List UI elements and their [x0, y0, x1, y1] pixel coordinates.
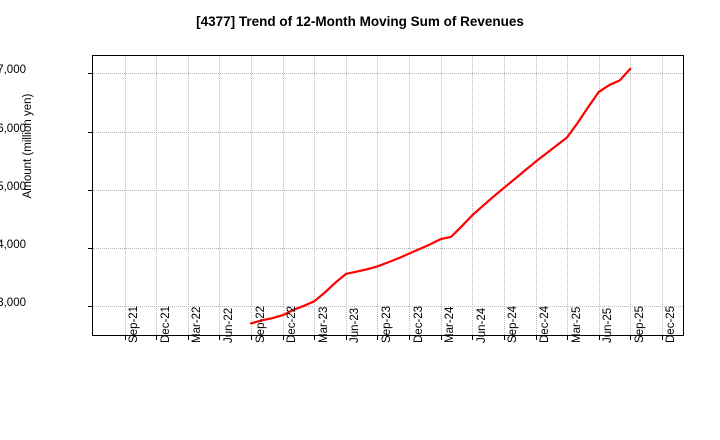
x-gridline [661, 56, 663, 335]
y-tick-label: 6,000 [0, 122, 26, 135]
y-tick-mark [88, 73, 93, 75]
x-gridline [156, 56, 158, 335]
x-tick-mark [567, 335, 569, 340]
x-tick-label: Jun-24 [475, 307, 488, 343]
y-tick-label: 3,000 [0, 296, 26, 309]
x-tick-mark [282, 335, 284, 340]
y-gridline [93, 247, 683, 249]
x-tick-label: Dec-23 [412, 305, 425, 343]
x-tick-mark [345, 335, 347, 340]
x-gridline [282, 56, 284, 335]
x-tick-mark [124, 335, 126, 340]
x-gridline [472, 56, 474, 335]
x-tick-label: Dec-21 [159, 305, 172, 343]
x-tick-mark [535, 335, 537, 340]
series-line [249, 67, 632, 325]
x-tick-mark [187, 335, 189, 340]
y-tick-label: 4,000 [0, 238, 26, 251]
x-gridline [345, 56, 347, 335]
x-tick-label: Mar-24 [444, 306, 457, 343]
y-gridline [93, 131, 683, 133]
x-tick-mark [409, 335, 411, 340]
x-gridline [251, 56, 253, 335]
x-tick-label: Sep-22 [254, 305, 267, 343]
plot-area [88, 55, 684, 340]
x-tick-mark [661, 335, 663, 340]
x-tick-label: Mar-25 [570, 306, 583, 343]
x-gridline [598, 56, 600, 335]
x-tick-mark [156, 335, 158, 340]
x-gridline [535, 56, 537, 335]
x-tick-label: Dec-25 [665, 305, 678, 343]
y-tick-mark [88, 305, 93, 307]
x-tick-label: Mar-22 [191, 306, 204, 343]
y-tick-mark [88, 189, 93, 191]
x-gridline [440, 56, 442, 335]
chart-title: [4377] Trend of 12-Month Moving Sum of R… [196, 14, 524, 29]
y-tick-mark [88, 131, 93, 133]
x-gridline [503, 56, 505, 335]
x-tick-label: Jun-23 [349, 307, 362, 343]
x-tick-label: Dec-22 [286, 305, 299, 343]
x-tick-mark [503, 335, 505, 340]
x-gridline [124, 56, 126, 335]
x-tick-mark [314, 335, 316, 340]
x-tick-label: Jun-22 [222, 307, 235, 343]
x-tick-label: Mar-23 [317, 306, 330, 343]
x-tick-mark [440, 335, 442, 340]
y-axis-label: Amount (million yen) [22, 93, 34, 199]
x-gridline [219, 56, 221, 335]
y-tick-mark [88, 247, 93, 249]
x-tick-mark [630, 335, 632, 340]
x-tick-label: Dec-24 [539, 305, 551, 343]
x-gridline [630, 56, 632, 335]
x-tick-label: Sep-23 [380, 305, 393, 343]
x-gridline [567, 56, 569, 335]
y-tick-label: 7,000 [0, 64, 26, 77]
x-tick-label: Sep-25 [633, 305, 646, 343]
x-tick-label: Jun-25 [602, 307, 615, 343]
y-gridline [93, 73, 683, 75]
y-gridline [93, 305, 683, 307]
y-gridline [93, 189, 683, 191]
y-tick-label: 5,000 [0, 180, 26, 193]
x-tick-label: Sep-21 [128, 305, 141, 343]
x-tick-mark [598, 335, 600, 340]
x-gridline [409, 56, 411, 335]
x-gridline [187, 56, 189, 335]
x-gridline [314, 56, 316, 335]
x-gridline [377, 56, 379, 335]
x-tick-mark [472, 335, 474, 340]
x-tick-mark [219, 335, 221, 340]
x-tick-mark [251, 335, 253, 340]
x-tick-mark [377, 335, 379, 340]
x-tick-label: Sep-24 [507, 305, 520, 343]
